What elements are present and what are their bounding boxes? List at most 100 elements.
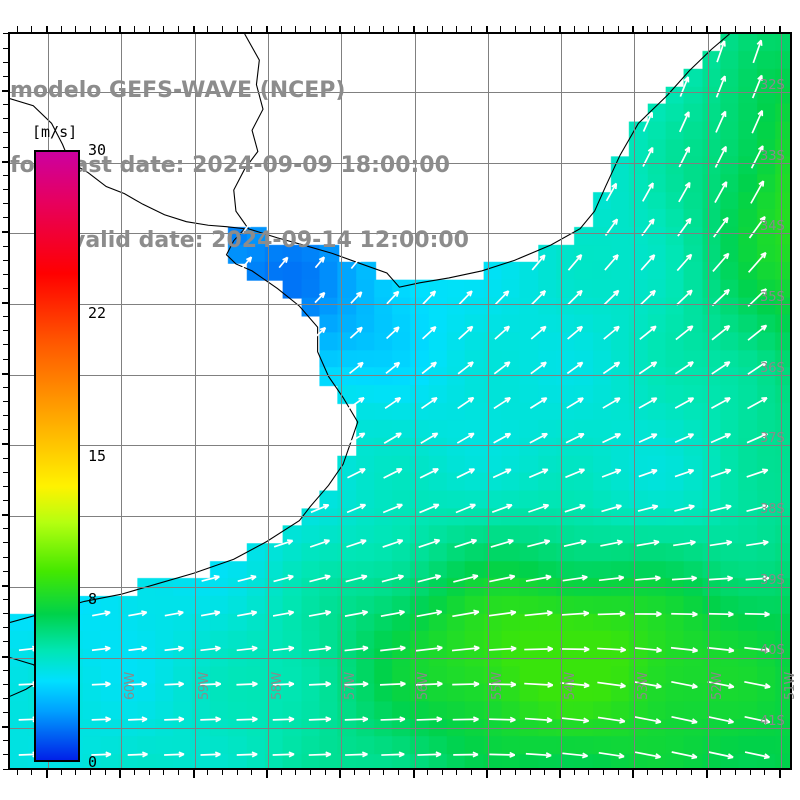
axis-tick	[222, 26, 223, 33]
axis-tick	[119, 26, 122, 34]
axis-tick	[632, 26, 635, 34]
graticule-parallel	[10, 162, 790, 164]
axis-tick	[148, 768, 150, 775]
axis-tick	[309, 768, 311, 775]
axis-tick	[603, 26, 604, 33]
axis-tick	[295, 768, 297, 775]
colorbar-tick-label: 0	[88, 753, 98, 771]
axis-tick	[2, 302, 10, 304]
axis-tick	[178, 26, 179, 33]
graticule-meridian	[707, 34, 709, 768]
axis-tick	[617, 768, 619, 775]
graticule-meridian	[634, 34, 636, 768]
axis-tick	[3, 118, 10, 120]
latitude-tick-label: 36S	[760, 361, 785, 376]
axis-tick	[31, 768, 33, 775]
axis-tick	[46, 26, 49, 34]
axis-tick	[778, 26, 781, 34]
axis-tick	[163, 768, 165, 775]
axis-tick	[75, 26, 77, 33]
axis-tick	[324, 26, 326, 33]
axis-tick	[236, 768, 238, 775]
colorbar-unit-label: [m/s]	[32, 123, 78, 141]
axis-tick	[3, 641, 10, 643]
axis-tick	[485, 26, 488, 34]
axis-tick	[368, 26, 370, 33]
axis-tick	[3, 500, 10, 501]
graticule-parallel	[10, 304, 790, 305]
axis-tick	[3, 330, 10, 332]
axis-tick	[3, 542, 10, 544]
axis-tick	[3, 104, 10, 106]
axis-tick	[690, 768, 692, 775]
axis-tick	[3, 146, 10, 148]
latitude-tick-label: 34S	[760, 219, 785, 234]
graticule-meridian	[780, 34, 782, 768]
axis-tick	[500, 768, 502, 775]
axis-tick	[427, 768, 429, 775]
axis-tick	[3, 754, 10, 756]
axis-tick	[251, 768, 253, 775]
axis-tick	[134, 768, 135, 775]
axis-tick	[280, 26, 282, 33]
axis-tick	[16, 768, 18, 775]
graticule-parallel	[10, 445, 790, 447]
latitude-tick-label: 37S	[760, 431, 785, 446]
axis-tick	[3, 358, 10, 360]
graticule-meridian	[194, 34, 196, 768]
axis-tick	[90, 768, 92, 775]
graticule-parallel	[10, 92, 790, 93]
axis-tick	[3, 401, 10, 402]
axis-tick	[559, 768, 561, 778]
axis-tick	[3, 287, 10, 289]
axis-tick	[441, 26, 443, 33]
latitude-tick-label: 33S	[760, 149, 785, 164]
axis-tick	[3, 471, 10, 473]
map-plot-area[interactable]	[8, 32, 792, 770]
graticule-meridian	[561, 34, 562, 768]
axis-tick	[3, 697, 10, 699]
axis-tick	[676, 768, 678, 775]
axis-tick	[222, 768, 223, 775]
axis-tick	[720, 26, 722, 33]
axis-tick	[90, 26, 92, 33]
graticule-parallel	[10, 728, 790, 730]
axis-tick	[236, 26, 238, 33]
axis-tick	[3, 415, 10, 417]
coastline-path	[10, 98, 245, 230]
axis-ticks-left	[2, 32, 10, 770]
axis-tick	[559, 26, 561, 34]
axis-tick	[251, 26, 253, 33]
axis-tick	[573, 26, 575, 33]
axis-tick	[104, 26, 106, 33]
axis-tick	[749, 26, 751, 33]
axis-tick	[749, 768, 751, 775]
axis-tick	[515, 768, 516, 775]
axis-tick	[544, 26, 546, 33]
axis-tick	[544, 768, 546, 775]
axis-tick	[339, 768, 342, 778]
axis-tick	[2, 726, 10, 729]
axis-tick	[324, 768, 326, 775]
axis-tick	[3, 712, 10, 713]
axis-ticks-bottom	[8, 768, 792, 778]
axis-tick	[104, 768, 106, 775]
axis-tick	[207, 768, 209, 775]
axis-tick	[2, 514, 10, 517]
axis-tick	[471, 768, 473, 775]
axis-tick	[3, 768, 10, 770]
axis-tick	[207, 26, 209, 33]
axis-tick	[3, 217, 10, 219]
axis-tick	[646, 768, 648, 775]
axis-tick	[2, 655, 10, 658]
axis-tick	[2, 90, 10, 92]
axis-tick	[46, 768, 49, 778]
axis-tick	[353, 26, 355, 33]
axis-tick	[3, 188, 10, 190]
axis-tick	[3, 316, 10, 318]
axis-tick	[2, 584, 10, 587]
axis-tick	[690, 26, 692, 33]
axis-tick	[192, 768, 195, 778]
axis-tick	[3, 61, 10, 63]
